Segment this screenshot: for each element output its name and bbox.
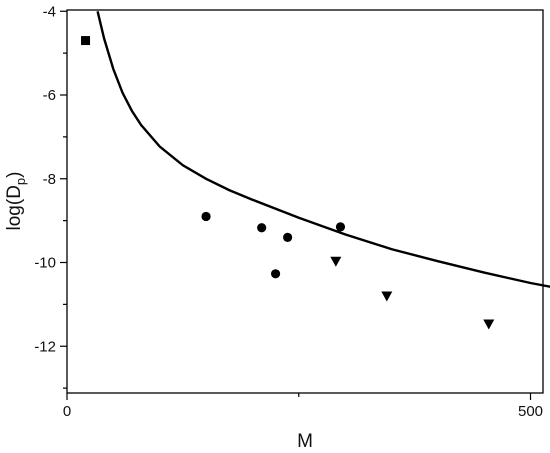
x-tick-label: 0	[63, 403, 71, 420]
data-point-circle	[270, 269, 281, 279]
y-axis-title-subscript: p	[13, 178, 28, 185]
data-point-circle	[283, 232, 293, 242]
y-tick-label: -4	[43, 3, 56, 20]
data-point-circle	[257, 223, 267, 233]
y-tick-label: -8	[43, 171, 56, 188]
data-point-square	[81, 36, 91, 46]
data-point-circle	[201, 211, 211, 222]
plot-frame	[66, 9, 544, 394]
tick-labels: 05001000-12-10-8-6-4	[34, 3, 543, 420]
x-axis-title: M	[297, 431, 313, 452]
fit-curve-line	[96, 11, 550, 288]
y-tick-label: -10	[34, 255, 56, 272]
tick-marks	[60, 10, 532, 400]
y-tick-label: -12	[34, 338, 56, 355]
x-tick-label: 500	[518, 403, 543, 420]
y-tick-label: -6	[43, 87, 56, 104]
data-points	[81, 36, 495, 330]
y-axis-title-close: )	[4, 172, 25, 178]
data-point-triangle	[330, 256, 342, 267]
data-point-triangle	[483, 319, 495, 330]
y-axis-title-main: log(D	[4, 185, 25, 230]
data-point-triangle	[381, 291, 393, 302]
y-axis-title: log(Dp)	[4, 172, 28, 231]
data-point-circle	[335, 222, 346, 232]
